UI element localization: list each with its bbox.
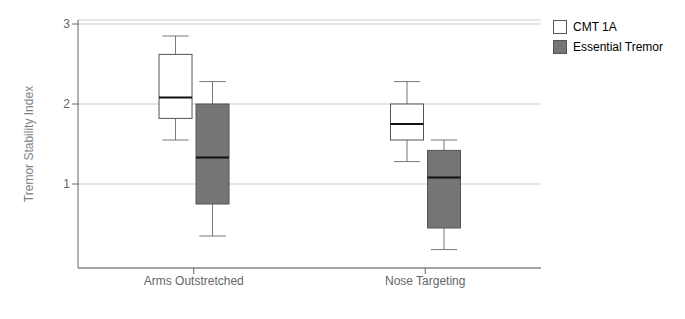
svg-text:Tremor Stability Index: Tremor Stability Index (22, 86, 36, 202)
html-text:CMT 1A: CMT 1A (573, 20, 617, 34)
svg-text:3: 3 (63, 17, 70, 31)
svg-text:Arms Outstretched: Arms Outstretched (144, 274, 244, 288)
html-text:Essential Tremor: Essential Tremor (573, 40, 663, 54)
svg-text:2: 2 (63, 97, 70, 111)
svg-text:Nose Targeting: Nose Targeting (385, 274, 466, 288)
svg-text:1: 1 (63, 177, 70, 191)
